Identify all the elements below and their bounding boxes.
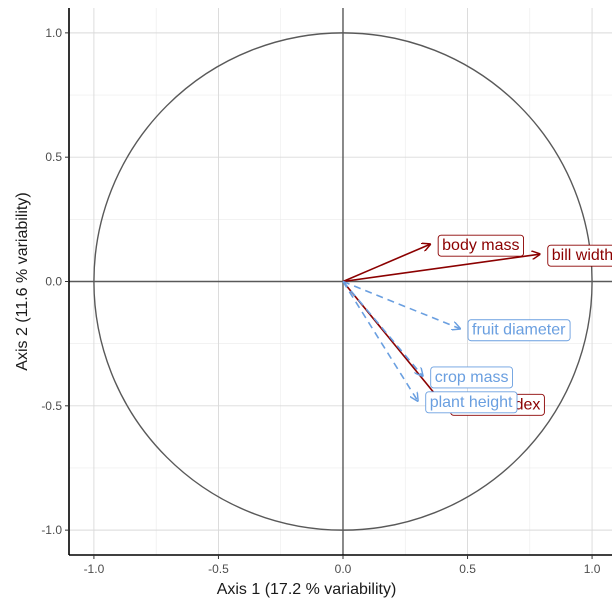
vector-arrow <box>342 244 430 283</box>
x-tick-label: 0.5 <box>459 562 476 576</box>
vector-label-box <box>425 391 518 414</box>
x-axis-title: Axis 1 (17.2 % variability) <box>217 581 397 598</box>
x-tick-label: 1.0 <box>584 562 601 576</box>
vector-label-box <box>467 319 571 342</box>
vector-label-text: bill width <box>552 247 612 264</box>
vector-label: plant height <box>425 391 518 414</box>
y-tick-label: 1.0 <box>45 26 62 40</box>
tick-labels: -1.0 -0.5 0.0 0.5 1.0 -1.0 -0.5 0.0 0.5 1.0 <box>41 26 600 576</box>
y-axis-title: Axis 2 (11.6 % variability) <box>14 192 31 370</box>
x-tick-label: 0.0 <box>335 562 352 576</box>
y-tick-label: 0.0 <box>45 275 62 289</box>
vector-label-box <box>430 366 513 389</box>
vector-arrow <box>342 281 418 401</box>
vector-arrow <box>342 280 443 404</box>
vector-arrow <box>342 254 540 283</box>
vector-label: body mass <box>437 234 524 257</box>
vector-label-text: fruit diameter <box>472 322 566 339</box>
vector-label-text: crop mass <box>435 369 509 386</box>
vector-arrow <box>342 280 460 329</box>
vector-label: crop mass <box>430 366 513 389</box>
x-tick-label: -0.5 <box>208 562 229 576</box>
x-tick-label: -1.0 <box>84 562 105 576</box>
vector-label-text: body mass <box>442 237 519 254</box>
y-tick-label: -0.5 <box>41 399 62 413</box>
vector-label-box <box>437 234 524 257</box>
vector-label: bill width <box>547 244 612 267</box>
vector-label-text: plant height <box>430 394 513 411</box>
y-tick-label: -1.0 <box>41 523 62 537</box>
vector-arrow <box>342 280 423 376</box>
y-tick-label: 0.5 <box>45 150 62 164</box>
vector-label-box <box>547 244 612 267</box>
unit-circle-layer <box>69 8 612 555</box>
vector-label: fruit diameter <box>467 319 571 342</box>
